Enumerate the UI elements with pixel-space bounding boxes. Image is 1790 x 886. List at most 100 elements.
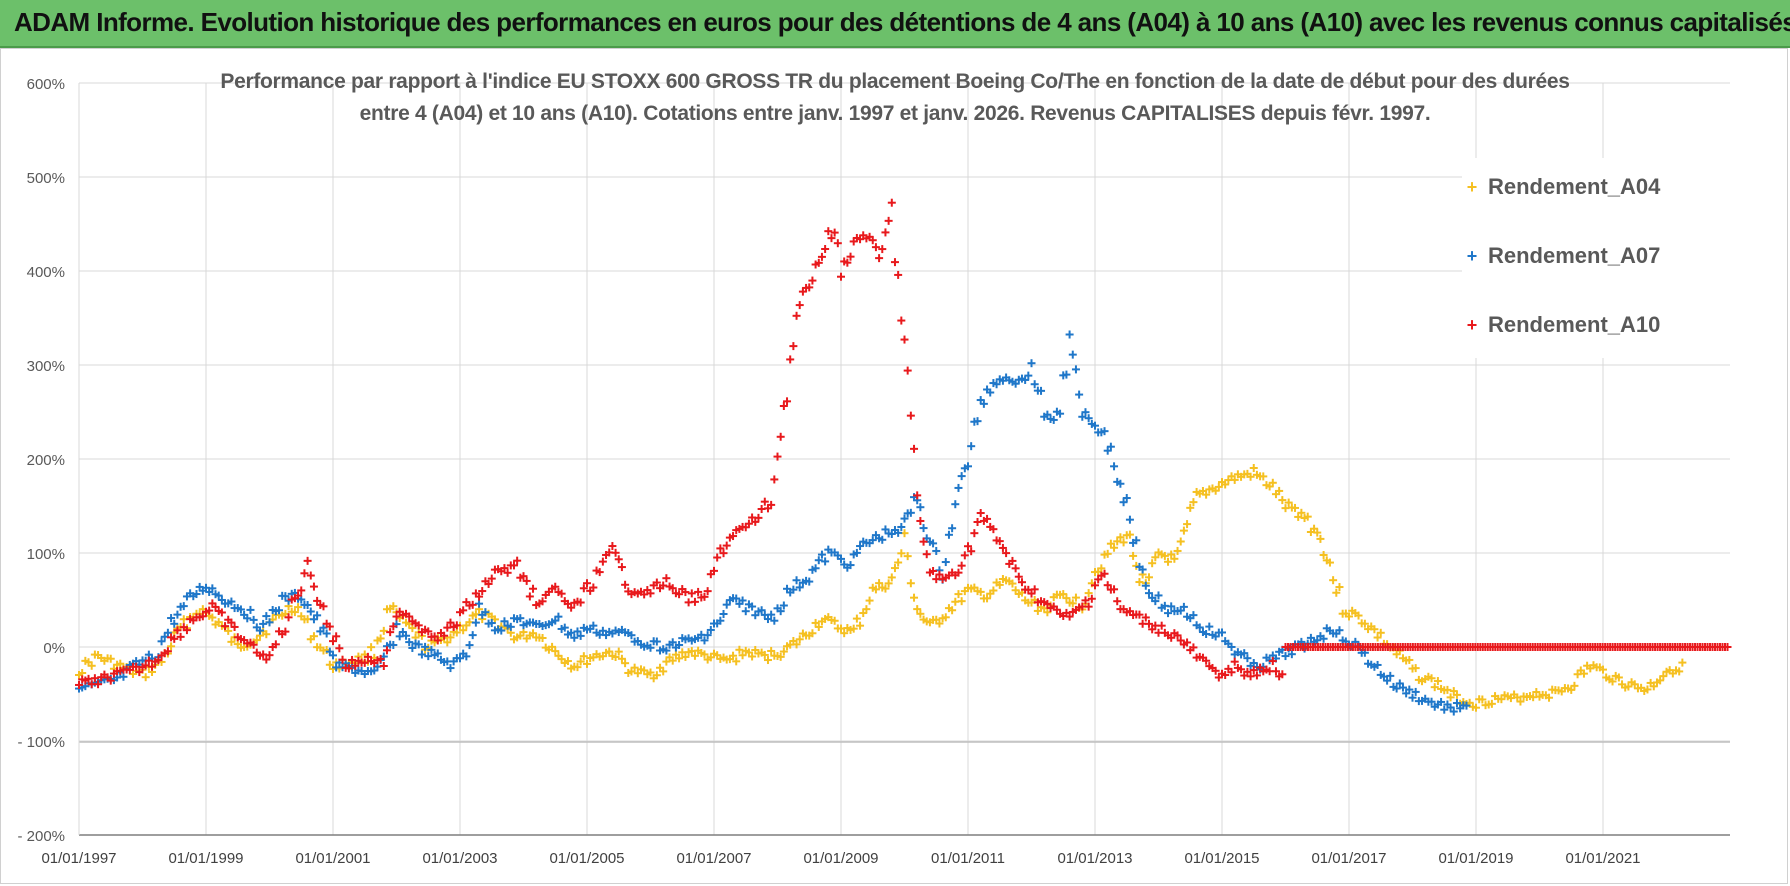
series-rendement-a04-point (897, 549, 906, 558)
legend-item-a07: + Rendement_A07 (1462, 241, 1661, 271)
series-rendement-a04-point (408, 624, 417, 633)
series-rendement-a07-point (192, 590, 201, 599)
series-rendement-a10-point (271, 640, 280, 649)
series-rendement-a07-point (1167, 602, 1176, 611)
series-rendement-a10-point (935, 570, 944, 579)
series-rendement-a04-point (1675, 667, 1684, 676)
y-tick-label: 300% (27, 358, 65, 375)
series-rendement-a10-point (1135, 610, 1144, 619)
series-rendement-a07-point (1049, 415, 1058, 424)
series-rendement-a10-point (379, 662, 388, 671)
series-rendement-a04-point (941, 613, 950, 622)
series-rendement-a10-point (817, 252, 826, 261)
series-rendement-a10-point (789, 342, 798, 351)
series-rendement-a04-point (881, 584, 890, 593)
series-rendement-a07-point (1319, 634, 1328, 643)
series-rendement-a04-point (1303, 512, 1312, 521)
series-rendement-a07-point (719, 610, 728, 619)
series-rendement-a07-point (516, 614, 525, 623)
series-rendement-a10-point (690, 597, 699, 606)
series-rendement-a04-point (856, 621, 865, 630)
series-rendement-a10-point (681, 588, 690, 597)
series-rendement-a04-point (795, 635, 804, 644)
series-rendement-a04-point (1656, 676, 1665, 685)
y-tick-label: 200% (27, 452, 65, 469)
series-rendement-a07-point (1287, 650, 1296, 659)
series-rendement-a10-point (779, 401, 788, 410)
series-rendement-a10-point (509, 561, 518, 570)
series-rendement-a07-point (167, 614, 176, 623)
series-rendement-a07-point (322, 629, 331, 638)
series-rendement-a04-point (1148, 559, 1157, 568)
series-rendement-a10-point (500, 564, 509, 573)
series-rendement-a07-point (1068, 350, 1077, 359)
y-tick-label: 100% (27, 546, 65, 563)
series-rendement-a07-point (417, 650, 426, 659)
series-rendement-a07-point (275, 606, 284, 615)
series-rendement-a07-point (951, 500, 960, 509)
series-rendement-a10-point (884, 216, 893, 225)
series-rendement-a04-point (621, 659, 630, 668)
series-rendement-a10-point (954, 568, 963, 577)
series-rendement-a10-point (595, 568, 604, 577)
series-rendement-a10-point (303, 556, 312, 565)
series-rendement-a07-point (732, 594, 741, 603)
series-rendement-a07-point (770, 616, 779, 625)
series-rendement-a04-point (367, 643, 376, 652)
series-rendement-a04-point (1084, 589, 1093, 598)
series-rendement-a04-point (1608, 677, 1617, 686)
series-rendement-a07-point (776, 607, 785, 616)
series-rendement-a10-point (576, 598, 585, 607)
series-rendement-a10-point (998, 543, 1007, 552)
series-rendement-a10-point (827, 234, 836, 243)
series-rendement-a04-point (995, 580, 1004, 589)
series-rendement-a04-point (389, 602, 398, 611)
series-rendement-a07-point (1021, 375, 1030, 384)
series-rendement-a10-point (513, 556, 522, 565)
series-rendement-a04-point (106, 654, 115, 663)
series-rendement-a10-point (306, 571, 315, 580)
series-rendement-a04-point (1345, 612, 1353, 621)
series-rendement-a07-point (700, 636, 709, 645)
series-rendement-a07-point (706, 625, 715, 634)
series-rendement-a10-point (170, 634, 179, 643)
series-rendement-a07-point (306, 607, 315, 616)
series-rendement-a10-point (1252, 671, 1261, 680)
series-rendement-a10-point (182, 626, 191, 635)
series-rendement-a10-point (922, 550, 931, 559)
series-rendement-a07-point (1427, 697, 1436, 706)
series-rendement-a07-point (716, 616, 725, 625)
series-rendement-a10-point (786, 355, 795, 364)
series-rendement-a10-point (675, 590, 684, 599)
series-rendement-a07-point (703, 631, 712, 640)
series-rendement-a10-point (265, 651, 274, 660)
series-rendement-a04-point (1230, 475, 1239, 484)
series-rendement-a07-point (1141, 581, 1150, 590)
series-rendement-a10-point (433, 636, 442, 645)
series-rendement-a10-point (1249, 666, 1258, 675)
series-rendement-a07-point (208, 584, 217, 593)
series-rendement-a07-point (675, 640, 684, 649)
series-rendement-a10-point (452, 621, 461, 630)
series-rendement-a07-point (856, 542, 865, 551)
series-rendement-a04-point (811, 618, 820, 627)
series-rendement-a07-point (1373, 660, 1382, 669)
series-rendement-a07-point (1075, 390, 1084, 399)
series-rendement-a07-point (779, 601, 788, 610)
series-rendement-a07-point (1132, 536, 1141, 545)
series-rendement-a07-point (560, 623, 569, 632)
series-rendement-a10-point (910, 444, 919, 453)
series-rendement-a10-point (1189, 643, 1198, 652)
series-rendement-a10-point (652, 578, 661, 587)
series-rendement-a04-point (767, 646, 776, 655)
series-rendement-a04-point (614, 647, 623, 656)
series-rendement-a07-point (1240, 649, 1249, 658)
series-rendement-a04-point (865, 596, 874, 605)
series-rendement-a04-point (252, 636, 261, 645)
series-rendement-a10-point (881, 228, 890, 237)
series-rendement-a10-point (313, 596, 322, 605)
chart-frame (0, 48, 1788, 884)
series-rendement-a07-point (1071, 365, 1080, 374)
series-rendement-a10-point (900, 335, 909, 344)
tick-labels: 600% 500% 400% 300% 200% 100% 0% - 100% - 200% 01… (17, 76, 1640, 867)
